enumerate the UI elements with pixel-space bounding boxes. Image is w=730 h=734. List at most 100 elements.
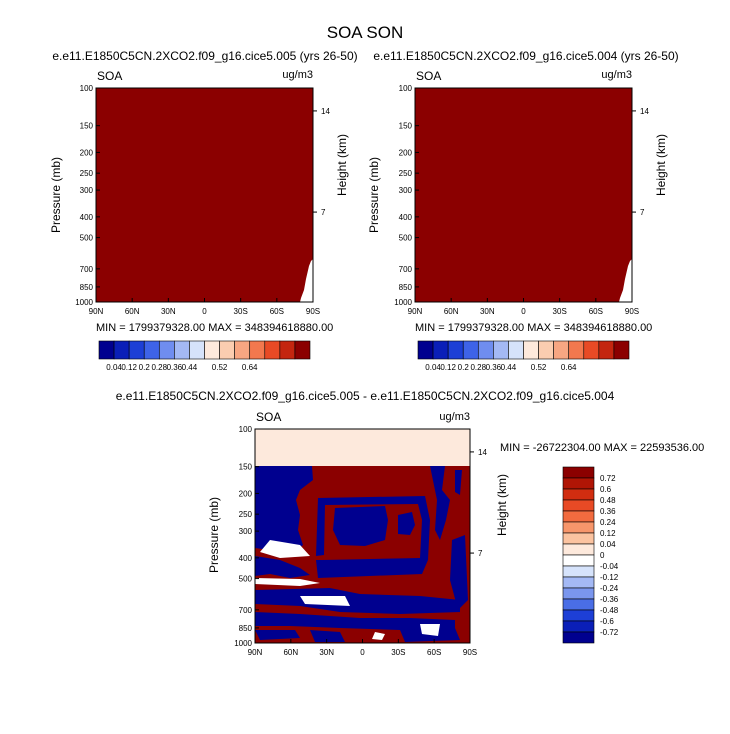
y-tick-label: 200: [239, 489, 253, 498]
colorbar-swatch: [158, 340, 175, 360]
colorbar-label: 0.64: [561, 363, 577, 372]
colorbar-label: -0.72: [600, 628, 619, 637]
colorbar-label: 0.04: [425, 363, 441, 372]
colorbar-label: 0.12: [121, 363, 137, 372]
colorbar-swatch: [598, 340, 615, 360]
panel-2-variable-label: SOA: [416, 69, 441, 83]
x-tick-label: 0: [202, 307, 207, 316]
panel-1-right-axis-label: Height (km): [335, 134, 349, 196]
colorbar-label: -0.6: [600, 617, 614, 626]
y-tick-label: 850: [80, 283, 94, 292]
panel-2-field: [415, 88, 632, 302]
y-tick-label: 200: [399, 148, 413, 157]
panel-2: e.e11.E1850C5CN.2XCO2.f09_g16.cice5.004 …: [367, 49, 679, 334]
x-tick-label: 60S: [270, 307, 284, 316]
colorbar-swatch: [562, 543, 595, 556]
y-tick-label: 250: [80, 169, 94, 178]
y-tick-label: 150: [239, 463, 253, 472]
colorbar-swatch: [562, 499, 595, 512]
colorbar-label: 0.28: [151, 363, 167, 372]
y-tick-label: 500: [239, 575, 253, 584]
panel-3-units-label: ug/m3: [439, 411, 470, 423]
colorbar-label: 0.28: [470, 363, 486, 372]
colorbar-swatch: [562, 477, 595, 490]
panel-2-subtitle: e.e11.E1850C5CN.2XCO2.f09_g16.cice5.004 …: [373, 49, 678, 63]
panel-1-x-ticks: 90N 60N 30N 0 30S 60S 90S: [89, 298, 320, 316]
panel-2-units-label: ug/m3: [601, 69, 632, 81]
x-tick-label: 90S: [463, 648, 477, 657]
y-tick-label: 100: [239, 425, 253, 434]
colorbar-label: 0.6: [600, 485, 612, 494]
colorbar-swatch: [562, 488, 595, 501]
colorbar-swatch: [417, 340, 434, 360]
colorbar-swatch: [128, 340, 145, 360]
colorbar-label: 0.04: [600, 540, 616, 549]
y-tick-label: 100: [399, 84, 413, 93]
colorbar-swatch: [562, 587, 595, 600]
colorbar-1: 0.04 0.12 0.2 0.28 0.36 0.44 0.52 0.64: [98, 340, 311, 372]
x-tick-label: 30N: [161, 307, 176, 316]
colorbar-label: 0.72: [600, 474, 616, 483]
colorbar-label: 0.52: [212, 363, 228, 372]
y-tick-label: 200: [80, 148, 94, 157]
colorbar-swatch: [98, 340, 115, 360]
panel-2-y-ticks: 100 150 200 250 300 400 500 700 850 1000: [394, 84, 419, 307]
colorbar-label: 0: [600, 551, 605, 560]
colorbar-swatch: [219, 340, 235, 360]
y-tick-label: 250: [399, 169, 413, 178]
colorbar-swatch: [553, 340, 570, 360]
colorbar-swatch: [508, 340, 524, 360]
colorbar-swatch: [204, 340, 220, 360]
x-tick-label: 60S: [427, 648, 441, 657]
y-tick-label: 300: [80, 186, 94, 195]
colorbar-swatch: [613, 340, 630, 360]
colorbar-swatch: [562, 609, 595, 622]
x-tick-label: 30N: [480, 307, 495, 316]
colorbar-label: 0.36: [167, 363, 183, 372]
y-tick-label: 400: [399, 213, 413, 222]
colorbar-label: 0.12: [600, 529, 616, 538]
panel-3-min-max: MIN = -26722304.00 MAX = 22593536.00: [500, 442, 704, 454]
x-tick-label: 0: [360, 648, 365, 657]
colorbar-swatch: [264, 340, 281, 360]
panel-3-x-ticks: 90N 60N 30N 0 30S 60S 90S: [248, 639, 477, 657]
colorbar-swatch: [249, 340, 266, 360]
panel-1-field: [96, 88, 313, 302]
colorbar-swatch: [568, 340, 585, 360]
x-tick-label: 30N: [319, 648, 334, 657]
panel-3-y-ticks: 100 150 200 250 300 400 500 700 850 1000: [234, 425, 259, 648]
y-tick-label: 700: [239, 606, 253, 615]
colorbar-swatch: [562, 631, 595, 644]
y-tick-label: 850: [399, 283, 413, 292]
x-tick-label: 60N: [125, 307, 140, 316]
x-tick-label: 90N: [248, 648, 263, 657]
colorbar-swatch: [447, 340, 464, 360]
colorbar-swatch: [234, 340, 251, 360]
height-tick-label: 14: [640, 107, 649, 116]
colorbar-label: 0.2: [139, 363, 151, 372]
colorbar-label: -0.04: [600, 562, 619, 571]
colorbar-label: 0.12: [440, 363, 456, 372]
y-tick-label: 400: [80, 213, 94, 222]
colorbar-swatch: [562, 565, 595, 578]
x-tick-label: 90S: [625, 307, 639, 316]
y-tick-label: 150: [399, 122, 413, 131]
height-tick-label: 7: [478, 549, 483, 558]
panel-3-right-axis-label: Height (km): [495, 474, 509, 536]
x-tick-label: 90N: [89, 307, 104, 316]
x-tick-label: 60N: [444, 307, 459, 316]
colorbar-label: 0.52: [531, 363, 547, 372]
colorbar-swatch: [583, 340, 600, 360]
panel-3: e.e11.E1850C5CN.2XCO2.f09_g16.cice5.005 …: [116, 389, 705, 657]
y-tick-label: 400: [239, 554, 253, 563]
panel-3-subtitle: e.e11.E1850C5CN.2XCO2.f09_g16.cice5.005 …: [116, 389, 615, 403]
colorbar-label: -0.36: [600, 595, 619, 604]
colorbar-swatch: [562, 576, 595, 589]
colorbar-swatch: [562, 521, 595, 534]
x-tick-label: 90N: [408, 307, 423, 316]
colorbar-label: -0.12: [600, 573, 619, 582]
x-tick-label: 30S: [553, 307, 567, 316]
colorbar-swatch: [562, 510, 595, 523]
y-tick-label: 500: [399, 234, 413, 243]
